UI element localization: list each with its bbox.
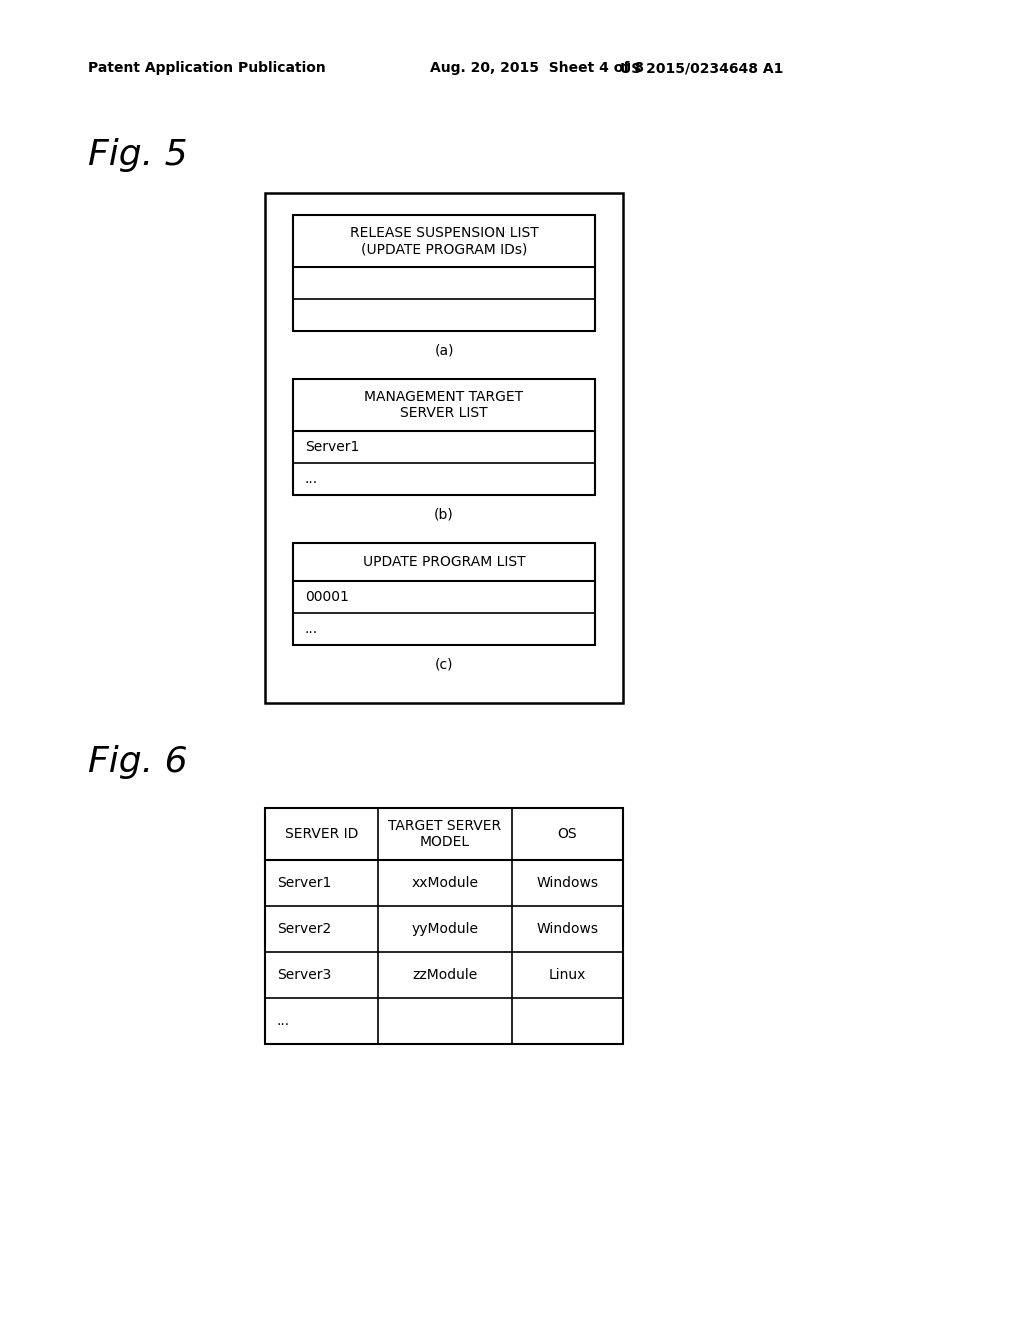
Bar	[293, 543, 595, 645]
Text: ...: ...	[305, 622, 318, 636]
Text: RELEASE SUSPENSION LIST
(UPDATE PROGRAM IDs): RELEASE SUSPENSION LIST (UPDATE PROGRAM …	[349, 226, 539, 256]
Text: OS: OS	[558, 828, 578, 841]
Text: Server3: Server3	[278, 968, 331, 982]
Text: ...: ...	[305, 473, 318, 486]
Text: (a): (a)	[434, 345, 454, 358]
Bar	[265, 193, 623, 704]
Bar	[293, 379, 595, 495]
Text: Server2: Server2	[278, 921, 331, 936]
Text: Windows: Windows	[537, 876, 598, 890]
Text: TARGET SERVER
MODEL: TARGET SERVER MODEL	[388, 818, 502, 849]
Text: ...: ...	[278, 1014, 290, 1028]
Text: Fig. 6: Fig. 6	[88, 744, 187, 779]
Text: MANAGEMENT TARGET
SERVER LIST: MANAGEMENT TARGET SERVER LIST	[365, 389, 523, 420]
Text: Server1: Server1	[305, 440, 359, 454]
Text: xxModule: xxModule	[412, 876, 478, 890]
Text: (c): (c)	[435, 657, 454, 672]
Text: UPDATE PROGRAM LIST: UPDATE PROGRAM LIST	[362, 554, 525, 569]
Bar	[265, 808, 623, 1044]
Text: Aug. 20, 2015  Sheet 4 of 8: Aug. 20, 2015 Sheet 4 of 8	[430, 61, 644, 75]
Text: SERVER ID: SERVER ID	[285, 828, 358, 841]
Bar	[293, 215, 595, 331]
Text: Linux: Linux	[549, 968, 586, 982]
Text: US 2015/0234648 A1: US 2015/0234648 A1	[620, 61, 783, 75]
Text: (b): (b)	[434, 508, 454, 521]
Text: Patent Application Publication: Patent Application Publication	[88, 61, 326, 75]
Text: Fig. 5: Fig. 5	[88, 139, 187, 172]
Text: yyModule: yyModule	[412, 921, 478, 936]
Text: Server1: Server1	[278, 876, 332, 890]
Text: Windows: Windows	[537, 921, 598, 936]
Text: 00001: 00001	[305, 590, 349, 605]
Text: zzModule: zzModule	[413, 968, 477, 982]
